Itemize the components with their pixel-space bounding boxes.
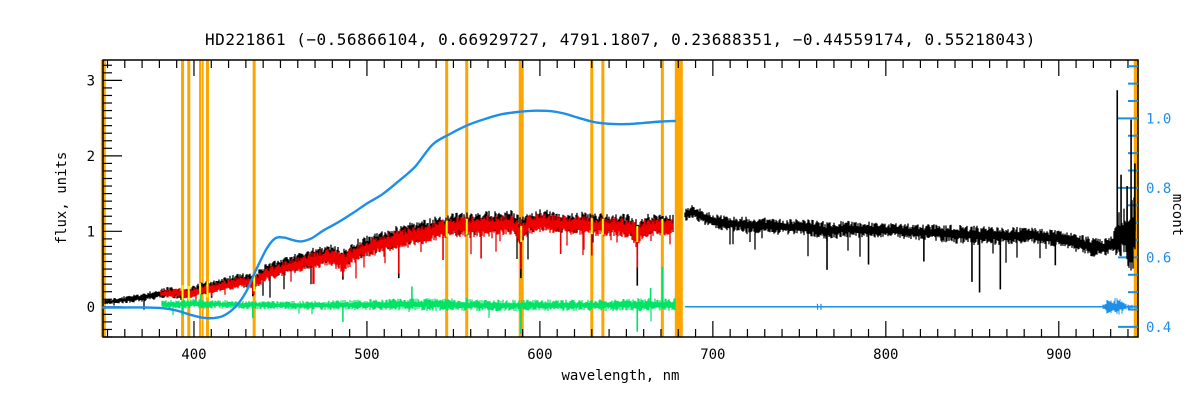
baseline-arrow-marker (1106, 299, 1120, 314)
y-left-tick-label-3: 3 (87, 73, 95, 89)
chart-title: HD221861 (−0.56866104, 0.66929727, 4791.… (205, 30, 1036, 49)
y-right-tick-label-0.6: 0.6 (1146, 250, 1171, 266)
y-left-axis-label: flux, units (54, 151, 70, 245)
x-tick-label-900: 900 (1046, 347, 1071, 363)
y-right-tick-label-1.0: 1.0 (1146, 111, 1171, 127)
spectral-marker-lines (100, 60, 1139, 337)
x-tick-label-700: 700 (700, 347, 725, 363)
x-tick-label-600: 600 (527, 347, 552, 363)
residual-series (161, 266, 676, 334)
y-left-tick-label-2: 2 (87, 149, 95, 165)
y-left-tick-label-0: 0 (87, 300, 95, 316)
mcont-curve (102, 109, 676, 320)
x-axis-ticks: 400 500 600 700 800 900 (106, 60, 1129, 363)
axes (102, 59, 1139, 338)
y-right-tick-label-0.8: 0.8 (1146, 181, 1171, 197)
y-right-axis-label: mcont (1169, 193, 1185, 237)
x-axis-label: wavelength, nm (561, 368, 680, 384)
mcont-curve-series (102, 109, 676, 320)
y-right-tick-label-0.4: 0.4 (1146, 320, 1171, 336)
x-tick-label-500: 500 (354, 347, 379, 363)
x-tick-label-800: 800 (873, 347, 898, 363)
y-right-axis-ticks: 0.4 0.6 0.8 1.0 (1118, 65, 1171, 336)
y-left-tick-label-1: 1 (87, 224, 95, 240)
x-tick-label-400: 400 (181, 347, 206, 363)
mcont-baseline-series (684, 298, 1138, 315)
line-position-ticks (181, 218, 664, 302)
y-left-axis-ticks: 0 1 2 3 (87, 64, 122, 338)
